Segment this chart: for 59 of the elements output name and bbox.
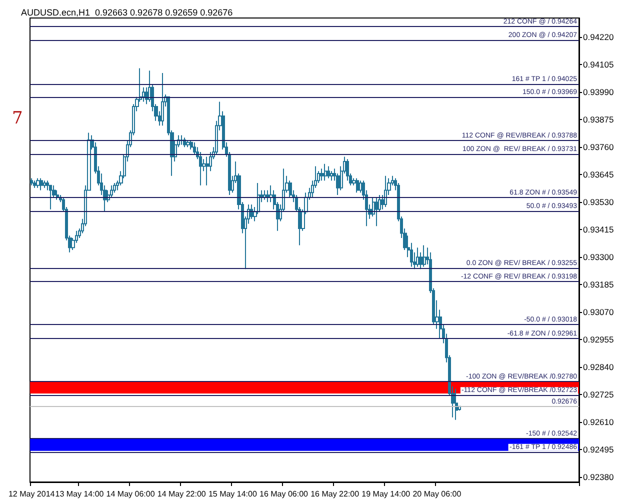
text: 7 <box>12 108 23 128</box>
x-tick-label: 14 May 06:00 <box>106 490 156 498</box>
x-tick-label: 16 May 06:00 <box>260 490 309 498</box>
candlestick <box>384 175 387 208</box>
x-tick-label: 14 May 22:00 <box>157 490 206 498</box>
x-tick-label: 16 May 22:00 <box>310 490 360 498</box>
y-tick-label: 0.94105 <box>583 60 614 70</box>
candlestick <box>346 158 349 182</box>
candlestick <box>356 178 359 194</box>
candlestick <box>423 244 426 268</box>
candlestick <box>263 190 266 200</box>
y-tick-label: 0.93645 <box>583 170 614 180</box>
candlestick <box>266 190 269 203</box>
x-tick-label: 19 May 14:00 <box>362 490 411 498</box>
y-tick-label: 0.93415 <box>583 224 614 235</box>
y-tick-label: 0.93530 <box>583 197 614 208</box>
candlestick <box>320 168 324 182</box>
candlestick <box>330 170 333 182</box>
candlestick <box>186 139 190 148</box>
candlestick <box>324 163 327 182</box>
candlestick <box>180 134 183 146</box>
candlestick <box>30 178 33 186</box>
x-tick-label: 13 May 14:00 <box>55 490 104 498</box>
y-tick-label: 0.92610 <box>583 417 614 428</box>
candlestick <box>40 178 43 191</box>
x-tick-label: 15 May 14:00 <box>208 490 258 498</box>
y-tick-label: 0.94220 <box>583 32 614 42</box>
candlestick <box>416 247 419 268</box>
y-tick-label: 0.93070 <box>583 307 614 318</box>
candlestick <box>110 184 113 198</box>
candlestick <box>206 156 209 186</box>
chart-title: AUDUSD.ecn,H1 0.92663 0.92678 0.92659 0.92676 <box>21 8 233 18</box>
candlestick <box>193 142 196 155</box>
candlestick <box>199 151 202 186</box>
candlestick <box>161 72 164 126</box>
candlestick <box>289 180 292 198</box>
candlestick <box>455 388 458 420</box>
candlestick <box>190 139 193 150</box>
y-tick-label: 0.93990 <box>583 87 614 98</box>
x-tick-label: 20 May 06:00 <box>412 490 462 498</box>
candlestick <box>49 184 52 210</box>
candlestick <box>375 196 378 227</box>
candlestick <box>113 182 116 194</box>
candlestick <box>56 190 59 200</box>
y-tick-label: 0.93300 <box>583 252 614 262</box>
candlestick <box>33 180 36 188</box>
y-tick-label: 0.92840 <box>583 362 614 372</box>
candlestick <box>36 178 40 188</box>
y-tick-label: 0.92725 <box>583 390 614 400</box>
y-tick-label: 0.92495 <box>583 444 614 455</box>
y-tick-label: 0.93760 <box>583 142 614 152</box>
y-tick-label: 0.93185 <box>583 280 614 290</box>
candlestick <box>317 170 320 184</box>
y-tick-label: 0.93875 <box>583 114 614 125</box>
candlestick <box>43 180 46 188</box>
candlestick <box>327 166 330 179</box>
x-tick-label: 12 May 2014 <box>8 490 56 498</box>
y-tick-label: 0.92380 <box>583 472 614 482</box>
y-tick-label: 0.92955 <box>583 334 614 345</box>
